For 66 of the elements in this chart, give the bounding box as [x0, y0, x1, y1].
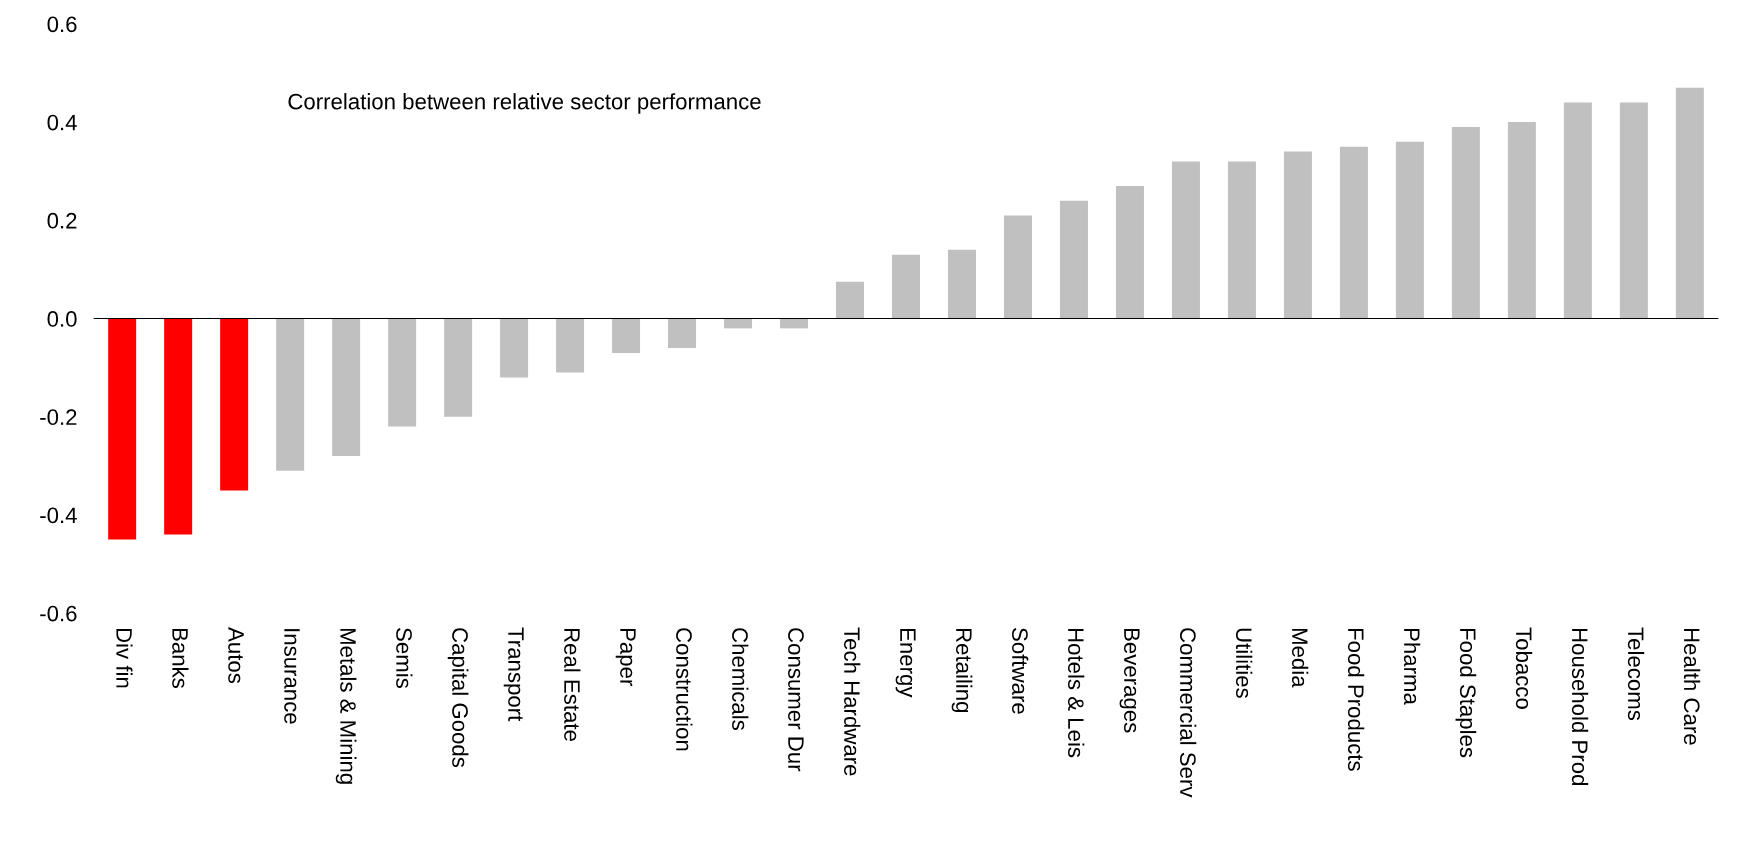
- x-tick-label: Tech Hardware: [844, 627, 861, 776]
- x-tick-label: Tobacco: [1515, 627, 1533, 709]
- bar: [780, 318, 809, 329]
- x-tick-label: Telecoms: [1627, 627, 1645, 721]
- y-tick-label: 0.4: [47, 114, 77, 131]
- bar: [220, 318, 249, 491]
- x-tick-label: Autos: [228, 627, 244, 684]
- y-tick-label: -0.2: [40, 409, 77, 426]
- bar: [1227, 161, 1256, 319]
- y-tick-label: -0.4: [40, 507, 77, 524]
- x-tick-label: Health Care: [1683, 628, 1701, 745]
- y-tick-label: 0.0: [47, 311, 77, 327]
- x-tick-label: Household Prod: [1571, 628, 1589, 785]
- x-tick-label: Pharma: [1403, 628, 1421, 705]
- bar: [108, 318, 137, 540]
- text: Correlation between relative sector performance: [288, 93, 761, 114]
- x-tick-label: Commercial Serv: [1179, 628, 1197, 798]
- bar: [1339, 146, 1368, 319]
- bar: [668, 318, 697, 348]
- x-tick-label: Transport: [503, 627, 524, 722]
- x-tick-label: Media: [1291, 628, 1309, 688]
- x-tick-label: Real Estate: [564, 628, 581, 741]
- bar: [556, 318, 585, 373]
- y-tick-label: 0.6: [47, 16, 77, 33]
- bar: [892, 254, 921, 319]
- x-tick-label: Hotels & Leis: [1068, 628, 1085, 758]
- bar: [1395, 141, 1424, 319]
- y-tick-label: 0.2: [47, 212, 77, 229]
- bar: [1115, 185, 1144, 319]
- x-tick-label: Software: [1012, 628, 1029, 714]
- x-tick-label: Paper: [615, 628, 636, 686]
- bar: [332, 318, 361, 457]
- x-tick-label: Consumer Dur: [788, 628, 804, 772]
- bar: [724, 318, 753, 329]
- x-tick-label: Metals & Mining: [335, 628, 357, 784]
- x-tick-label: Food Staples: [1455, 628, 1477, 758]
- bar: [948, 249, 976, 319]
- x-tick-label: Utilities: [1235, 628, 1253, 698]
- x-tick-label: Construction: [676, 628, 693, 751]
- x-tick-label: Beverages: [1119, 628, 1140, 733]
- x-tick-label: Food Products: [1347, 628, 1365, 771]
- bar: [1059, 200, 1088, 319]
- bar: [1283, 151, 1312, 319]
- y-tick-label: -0.6: [40, 605, 77, 622]
- x-tick-label: Div fin: [116, 628, 133, 688]
- x-tick-label: Retailing: [951, 628, 973, 713]
- bar: [1451, 127, 1480, 319]
- bar: [1171, 161, 1200, 319]
- bar: [500, 318, 529, 378]
- bar: [1619, 102, 1648, 319]
- bar: [388, 318, 417, 427]
- bar: [444, 318, 473, 417]
- bar: [1507, 122, 1536, 319]
- bar: [612, 318, 641, 353]
- x-tick-label: Chemicals: [732, 628, 749, 730]
- x-tick-label: Capital Goods: [447, 628, 469, 768]
- bar: [1563, 102, 1592, 319]
- bar: [164, 318, 193, 535]
- bar: [836, 281, 865, 319]
- bar: [1003, 215, 1032, 319]
- x-tick-label: Energy: [895, 628, 916, 698]
- x-tick-label: Semis: [396, 628, 413, 688]
- x-tick-label: Insurance: [284, 629, 300, 724]
- bar: [1675, 87, 1704, 319]
- bar: [276, 318, 305, 471]
- x-tick-label: Banks: [172, 628, 189, 689]
